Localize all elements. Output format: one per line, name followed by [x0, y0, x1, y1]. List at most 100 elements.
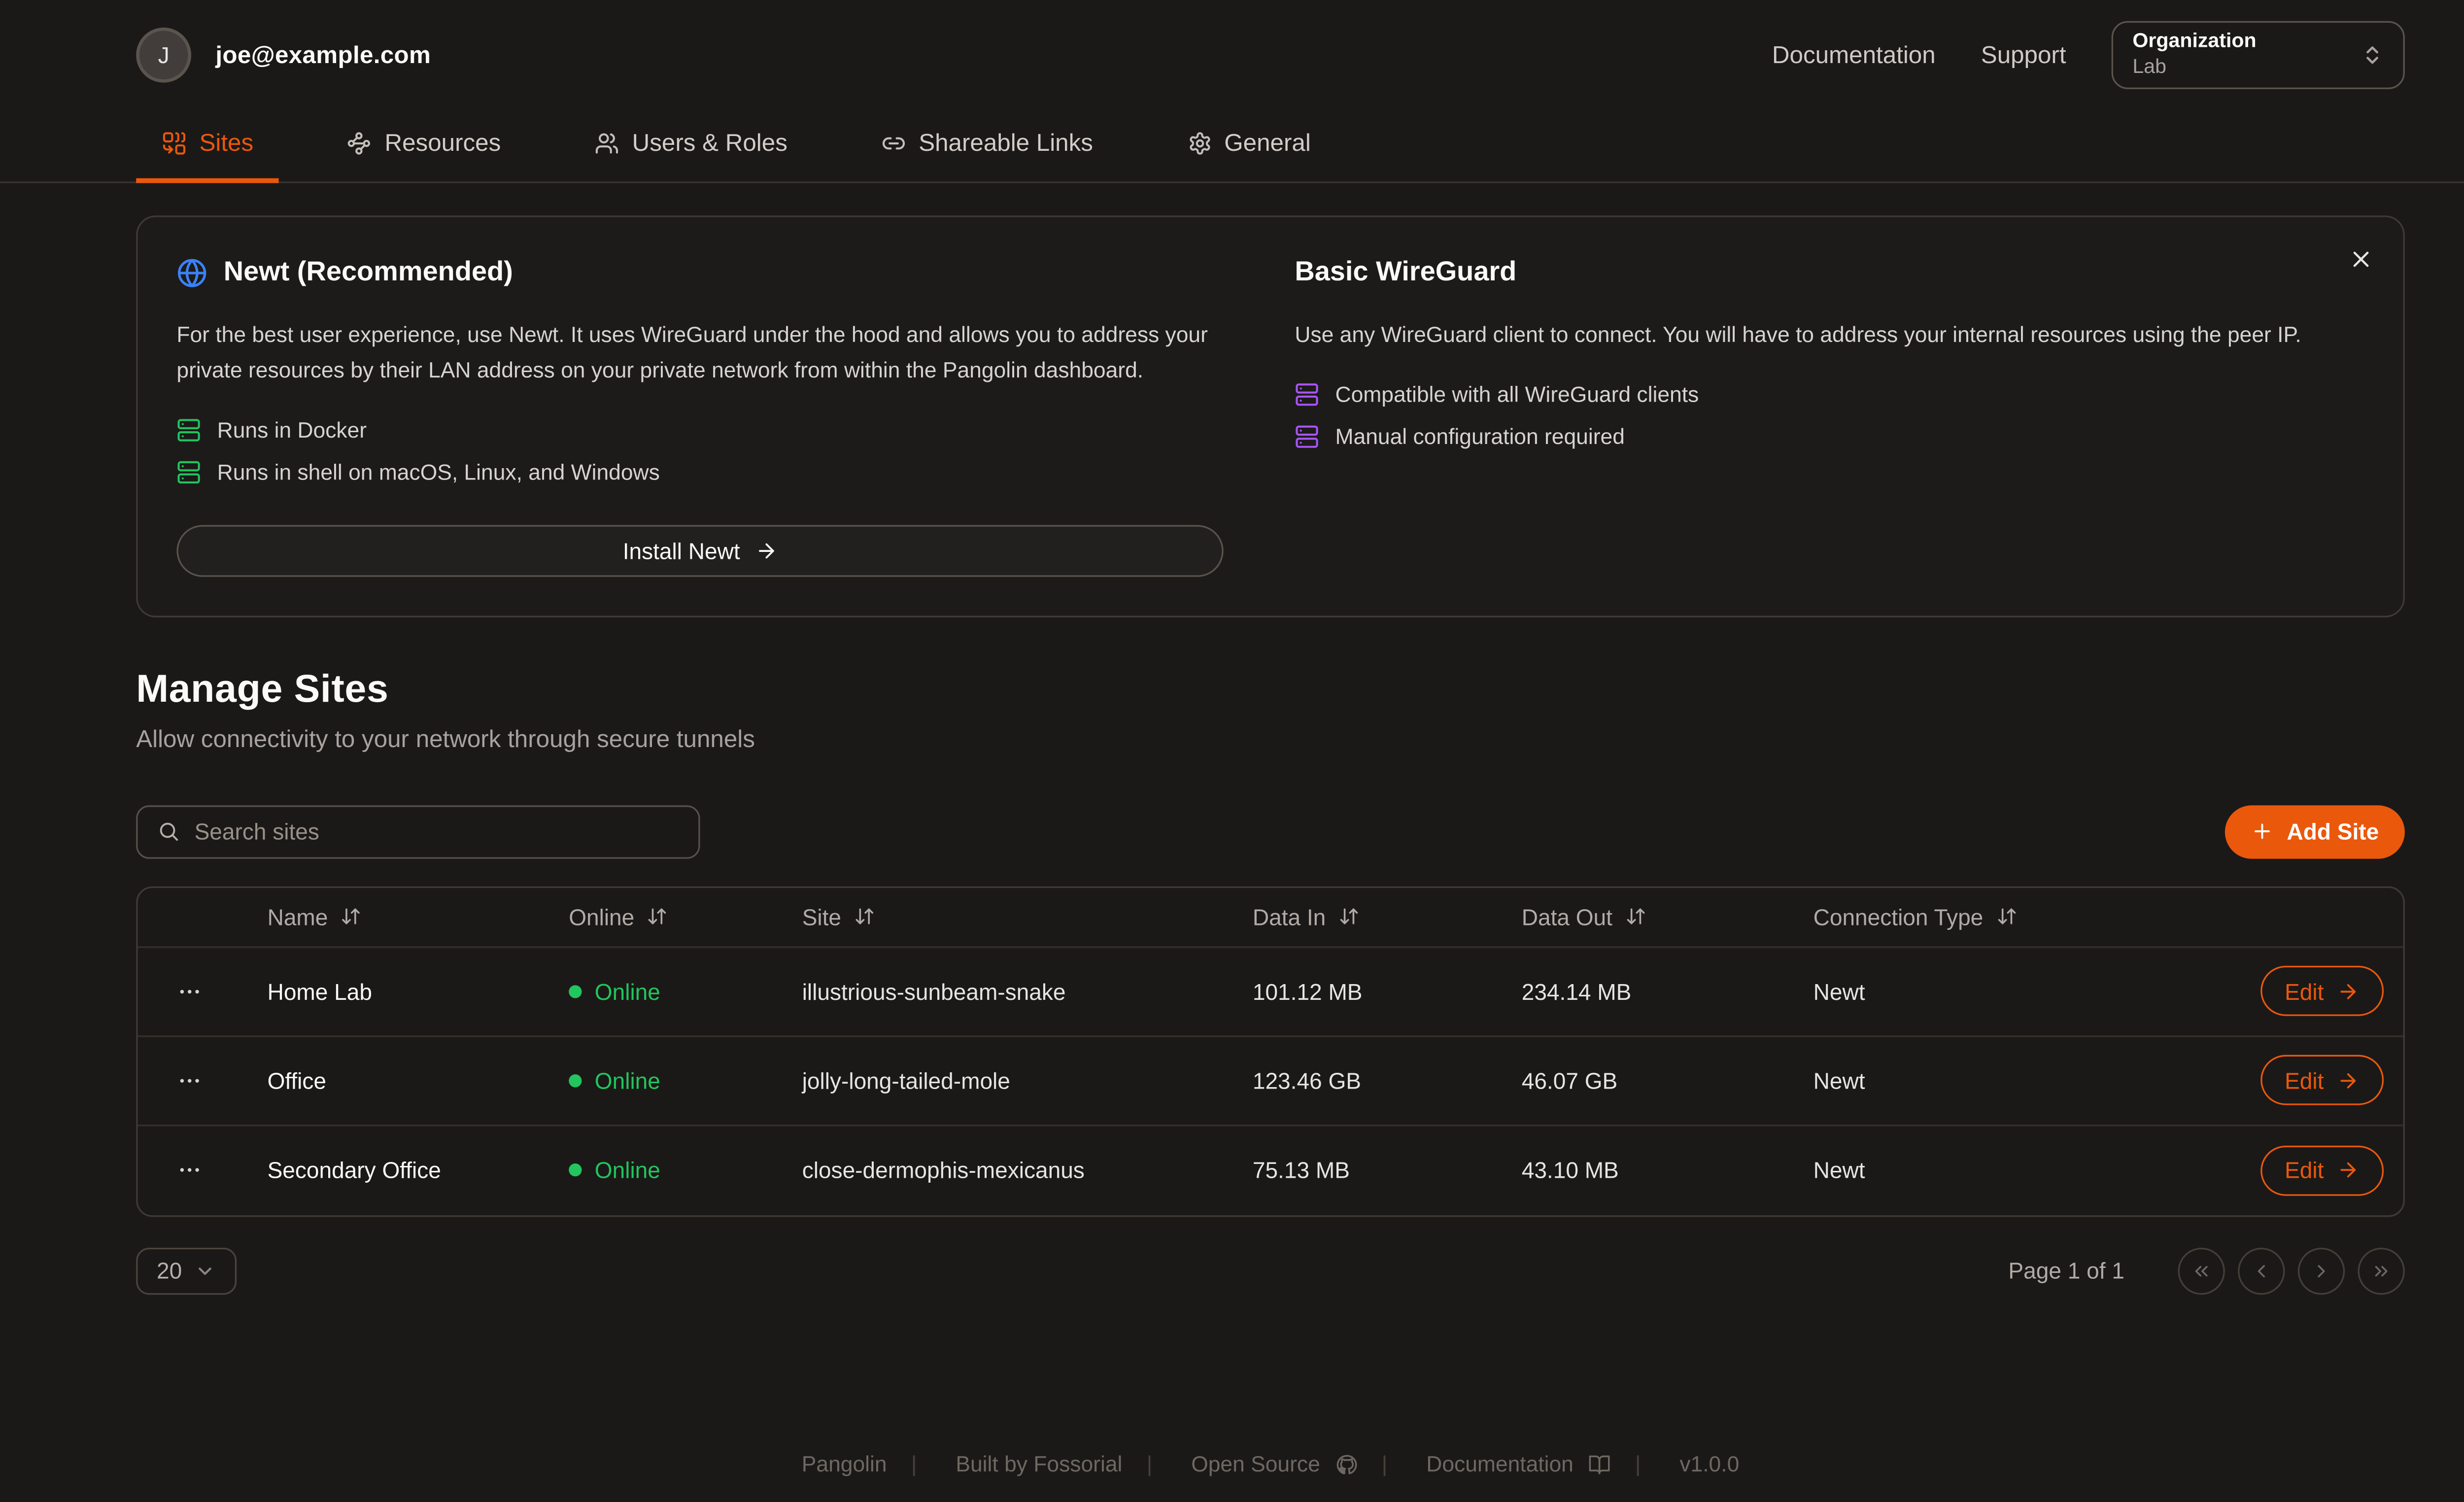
- footer-open-source-link[interactable]: Open Source: [1122, 1452, 1357, 1476]
- page-subtitle: Allow connectivity to your network throu…: [136, 725, 755, 753]
- edit-site-button[interactable]: Edit: [2260, 1145, 2384, 1195]
- edit-site-label: Edit: [2285, 1067, 2324, 1093]
- search-input[interactable]: [194, 819, 679, 845]
- sort-icon: [1998, 909, 2016, 925]
- close-icon[interactable]: [2343, 241, 2379, 277]
- nav-support-link[interactable]: Support: [1981, 41, 2066, 69]
- table-row: Office Online jolly-long-tailed-mole 123…: [137, 1037, 2403, 1126]
- wireguard-feature-compatible: Compatible with all WireGuard clients: [1295, 382, 2364, 407]
- column-header-name-label: Name: [267, 903, 328, 930]
- arrow-right-icon: [2340, 1162, 2356, 1178]
- site-name: Office: [267, 1067, 326, 1093]
- table-row: Secondary Office Online close-dermophis-…: [138, 1126, 2403, 1215]
- chevrons-right-icon: [2375, 1265, 2388, 1276]
- link-icon: [882, 137, 905, 150]
- site-data-out: 46.07 GB: [1521, 1067, 1618, 1093]
- newt-feature-docker: Runs in Docker: [176, 417, 1223, 442]
- wireguard-description: Use any WireGuard client to connect. You…: [1295, 322, 2301, 347]
- github-icon: [1336, 1454, 1357, 1474]
- newt-title: Newt (Recommended): [223, 256, 513, 287]
- previous-page-button[interactable]: [2238, 1247, 2285, 1295]
- site-data-in: 75.13 MB: [1252, 1157, 1350, 1184]
- site-status: Online: [543, 978, 777, 1004]
- site-slug: close-dermophis-mexicanus: [802, 1157, 1085, 1184]
- tab-sites-label: Sites: [199, 130, 254, 157]
- newt-feature-shell-label: Runs in shell on macOS, Linux, and Windo…: [217, 459, 660, 484]
- site-edit-cell: Edit: [2209, 1145, 2403, 1195]
- page-size-value: 20: [156, 1258, 182, 1284]
- column-header-site[interactable]: Site: [776, 904, 1227, 930]
- column-header-name[interactable]: Name: [241, 904, 543, 930]
- sites-table: Name Online Site Data In Data Out: [136, 886, 2405, 1217]
- row-menu-ellipsis-icon[interactable]: [138, 1126, 241, 1215]
- edit-site-button[interactable]: Edit: [2260, 1055, 2384, 1106]
- column-header-data-out[interactable]: Data Out: [1496, 904, 1787, 930]
- online-status-label: Online: [594, 1067, 660, 1093]
- online-status-dot: [569, 985, 582, 998]
- column-header-data-in-label: Data In: [1252, 903, 1326, 930]
- sort-icon: [342, 909, 360, 925]
- row-menu-ellipsis-icon[interactable]: [138, 1037, 241, 1125]
- wireguard-feature-manual: Manual configuration required: [1295, 424, 2364, 448]
- first-page-button[interactable]: [2178, 1247, 2225, 1295]
- footer-documentation-label: Documentation: [1426, 1452, 1574, 1476]
- column-header-connection-type-label: Connection Type: [1813, 903, 1984, 930]
- newt-features: Runs in Docker Runs in shell on macOS, L…: [176, 417, 1223, 484]
- row-menu-ellipsis-icon[interactable]: [138, 948, 241, 1035]
- footer-documentation-link[interactable]: Documentation: [1357, 1452, 1610, 1476]
- tab-shareable-links[interactable]: Shareable Links: [856, 110, 1119, 182]
- pagination: Page 1 of 1: [2008, 1247, 2405, 1295]
- footer-open-source-label: Open Source: [1191, 1452, 1320, 1476]
- sort-icon: [1340, 909, 1358, 925]
- site-data-in: 101.12 MB: [1252, 978, 1363, 1004]
- search-box: [136, 805, 700, 858]
- tab-resources[interactable]: Resources: [321, 110, 527, 182]
- site-connection-type: Newt: [1813, 1157, 1865, 1184]
- footer-version: v1.0.0: [1611, 1452, 1740, 1476]
- edit-site-label: Edit: [2285, 978, 2324, 1004]
- footer-built-by-label: Built by Fossorial: [956, 1452, 1123, 1476]
- table-header-row: Name Online Site Data In Data Out: [137, 888, 2403, 948]
- tab-general[interactable]: General: [1161, 110, 1336, 182]
- top-header: J joe@example.com Documentation Support …: [0, 0, 2464, 110]
- wireguard-feature-compatible-label: Compatible with all WireGuard clients: [1335, 382, 1699, 407]
- page-size-select[interactable]: 20: [136, 1247, 237, 1295]
- wireguard-title: Basic WireGuard: [1295, 256, 1517, 287]
- arrow-right-icon: [758, 543, 774, 558]
- column-header-online-label: Online: [569, 903, 635, 930]
- chevrons-left-icon: [2195, 1265, 2208, 1276]
- chevron-left-icon: [2258, 1264, 2265, 1277]
- gear-icon: [1189, 132, 1209, 155]
- site-data-in: 123.46 GB: [1252, 1067, 1361, 1093]
- edit-site-button[interactable]: Edit: [2260, 966, 2384, 1017]
- wireguard-section: Basic WireGuard Use any WireGuard client…: [1295, 256, 2364, 577]
- table-row: Home Lab Online illustrious-sunbeam-snak…: [137, 948, 2403, 1037]
- main-content: Newt (Recommended) For the best user exp…: [0, 215, 2464, 1295]
- site-slug: illustrious-sunbeam-snake: [802, 978, 1066, 1004]
- newt-section: Newt (Recommended) For the best user exp…: [176, 256, 1224, 577]
- tab-users-roles[interactable]: Users & Roles: [569, 110, 813, 182]
- site-edit-cell: Edit: [2209, 966, 2403, 1017]
- footer-version-label: v1.0.0: [1679, 1452, 1740, 1476]
- column-header-connection-type[interactable]: Connection Type: [1787, 904, 2209, 930]
- tab-sites[interactable]: Sites: [136, 110, 280, 183]
- add-site-button[interactable]: Add Site: [2225, 805, 2405, 858]
- footer-brand: Pangolin: [802, 1452, 887, 1476]
- organization-selector[interactable]: Organization Lab: [2111, 21, 2405, 89]
- install-newt-button[interactable]: Install Newt: [176, 524, 1224, 577]
- nav-documentation-link[interactable]: Documentation: [1772, 41, 1936, 69]
- arrow-right-icon: [2340, 1073, 2356, 1088]
- column-header-online[interactable]: Online: [543, 904, 777, 930]
- site-name: Secondary Office: [267, 1157, 441, 1184]
- last-page-button[interactable]: [2358, 1247, 2405, 1295]
- next-page-button[interactable]: [2297, 1247, 2345, 1295]
- avatar[interactable]: J: [136, 27, 192, 83]
- header-nav: Documentation Support Organization Lab: [1772, 21, 2405, 89]
- organization-selector-value: Lab: [2132, 55, 2166, 78]
- site-name: Home Lab: [267, 978, 372, 1004]
- site-data-out: 234.14 MB: [1521, 978, 1632, 1004]
- server-icon: [177, 418, 200, 441]
- organization-selector-label: Organization: [2132, 30, 2257, 53]
- server-icon: [177, 461, 200, 483]
- column-header-data-in[interactable]: Data In: [1227, 904, 1496, 930]
